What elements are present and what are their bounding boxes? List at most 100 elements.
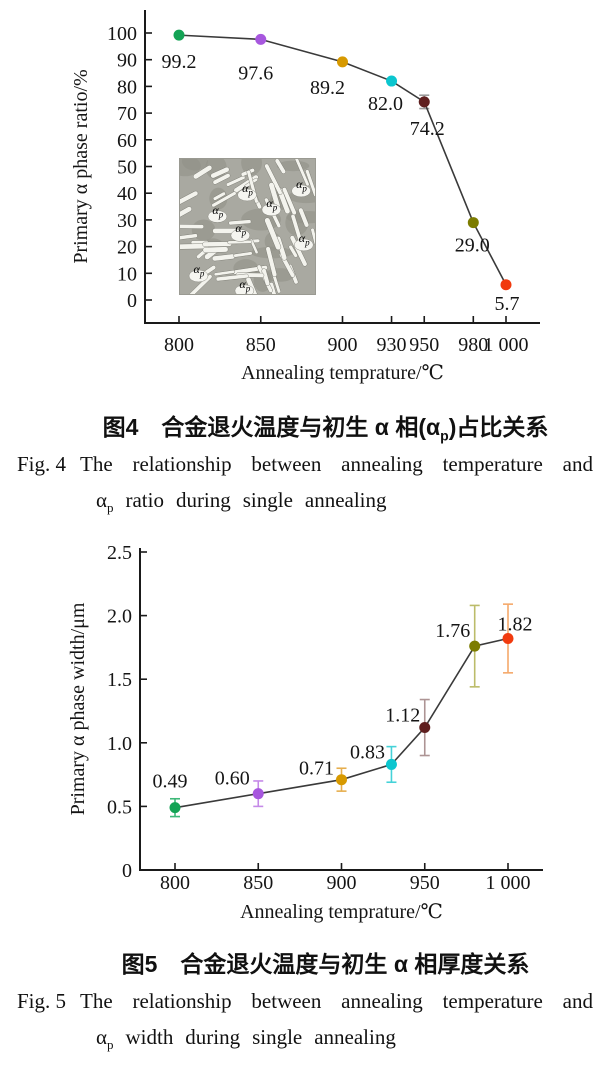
alpha-lath xyxy=(261,268,270,286)
data-point xyxy=(418,96,430,108)
alpha-p-label: αp xyxy=(193,261,205,279)
alpha-lath xyxy=(180,206,192,219)
alpha-p-grain xyxy=(188,269,209,283)
axis-lines xyxy=(139,548,543,871)
fig5-plot-area: 0 0.5 1.0 1.5 2.0 2.5 800 850 900 950 1 000 Anneali… xyxy=(67,542,543,923)
alpha-p-grain xyxy=(207,210,228,223)
alpha-lath xyxy=(180,233,198,241)
data-value-label: 0.83 xyxy=(350,741,385,763)
fig4-caption-en-line2: αp ratio during single annealing xyxy=(96,488,387,520)
fig4-caption-zh-text: 图4 合金退火温度与初生 α 相(α xyxy=(102,414,441,440)
y-tick-label: 0 xyxy=(127,290,137,312)
alpha-lath xyxy=(202,241,232,247)
data-value-label: 82.0 xyxy=(368,93,403,115)
fig5-caption-en-line2: αp width during single annealing xyxy=(96,1025,396,1057)
x-tick-label: 980 xyxy=(458,334,488,356)
data-point xyxy=(467,217,479,229)
axis-lines xyxy=(144,10,540,324)
alpha-p-label: αp xyxy=(235,221,247,238)
y-tick-label: 1.5 xyxy=(107,669,132,691)
micrograph-dark-patch xyxy=(181,159,209,171)
alpha-lath xyxy=(298,207,310,228)
data-value-label: 1.12 xyxy=(385,705,420,727)
alpha-p-label: αp xyxy=(212,202,224,219)
fig5-caption-en-line1: Fig. 5 The relationship between annealin… xyxy=(17,989,593,1013)
data-value-label: 89.2 xyxy=(310,77,345,99)
data-value-label: 1.82 xyxy=(498,613,533,635)
alpha-p-label: αp xyxy=(242,180,253,198)
x-tick-label: 850 xyxy=(243,872,273,894)
data-point xyxy=(385,758,397,770)
data-value-label: 99.2 xyxy=(162,51,197,73)
alpha-lath xyxy=(180,224,204,229)
alpha-p-label: αp xyxy=(296,176,307,194)
alpha-lath xyxy=(210,166,230,179)
alpha-lath xyxy=(215,273,249,282)
x-tick-label: 900 xyxy=(327,872,357,894)
data-point xyxy=(255,33,267,45)
fig5-number-label: Fig. 5 xyxy=(17,989,67,1013)
alpha-symbol: α xyxy=(96,488,108,512)
alpha-lath xyxy=(211,191,237,208)
fig4-number-label: Fig. 4 xyxy=(17,452,67,476)
data-value-label: 0.60 xyxy=(215,768,250,790)
data-value-label: 97.6 xyxy=(238,62,273,84)
fig4-plot-area: 0 10 20 30 40 50 60 70 80 90 100 800 850 900 930 950 980… xyxy=(70,10,540,384)
x-tick-label: 900 xyxy=(328,334,358,356)
alpha-lath xyxy=(264,163,283,196)
alpha-p-grain xyxy=(234,284,255,294)
fig4-inset-micrograph: αp αp αp αp αp αp αp αp xyxy=(179,158,316,295)
fig4-caption-zh-text2: )占比关系 xyxy=(448,414,549,440)
alpha-subscript: p xyxy=(107,500,114,516)
alpha-lath xyxy=(212,191,226,201)
x-tick-label: 950 xyxy=(409,334,439,356)
data-point xyxy=(386,75,398,87)
data-point xyxy=(336,774,347,786)
x-tick-label: 950 xyxy=(410,872,440,894)
y-tick-label: 2.0 xyxy=(107,606,132,628)
y-tick-label: 50 xyxy=(117,157,137,179)
alpha-lath xyxy=(288,244,298,258)
alpha-lath xyxy=(274,159,286,174)
data-value-label: 29.0 xyxy=(455,235,490,257)
alpha-lath xyxy=(310,228,315,245)
y-tick-label: 70 xyxy=(117,103,137,125)
alpha-lath xyxy=(294,159,310,187)
fig5-caption-zh-text: 图5 合金退火温度与初生 α 相厚度关系 xyxy=(121,951,530,977)
fig5-caption-en-text: The relationship between annealing tempe… xyxy=(80,989,593,1013)
x-tick-label: 1 000 xyxy=(486,872,531,894)
alpha-lath xyxy=(212,173,231,185)
fig4-caption-zh-sub: p xyxy=(440,427,449,444)
data-value-label: 1.76 xyxy=(435,620,470,642)
fig4-caption-en-text: The relationship between annealing tempe… xyxy=(80,452,593,476)
fig5-caption-en-rest: width during single annealing xyxy=(113,1025,396,1049)
fig4-caption-en-rest: ratio during single annealing xyxy=(113,488,387,512)
data-value-label: 5.7 xyxy=(495,293,520,315)
alpha-symbol: α xyxy=(96,1025,108,1049)
fig5-caption-zh: 图5 合金退火温度与初生 α 相厚度关系 xyxy=(20,951,611,986)
data-point xyxy=(469,640,481,652)
data-point xyxy=(252,788,264,800)
data-point xyxy=(419,722,431,734)
y-axis-title: Primary α phase width/μm xyxy=(67,602,89,815)
fig5-line-chart: 0 0.5 1.0 1.5 2.0 2.5 800 850 900 950 1 000 Anneali… xyxy=(67,542,543,923)
y-tick-label: 90 xyxy=(117,50,137,72)
micrograph-texture xyxy=(180,159,315,294)
alpha-lath xyxy=(305,169,315,197)
y-tick-label: 0 xyxy=(122,860,132,882)
data-point xyxy=(169,802,181,814)
alpha-p-grain xyxy=(261,203,282,216)
data-value-label: 0.49 xyxy=(153,771,188,793)
y-tick-label: 80 xyxy=(117,76,137,98)
alpha-lath xyxy=(265,246,278,278)
y-tick-label: 20 xyxy=(117,237,137,259)
y-tick-label: 2.5 xyxy=(107,542,132,564)
x-tick-label: 930 xyxy=(377,334,407,356)
fig4-line-chart: 0 10 20 30 40 50 60 70 80 90 100 800 850 900 930 950 980… xyxy=(70,10,540,384)
alpha-lath xyxy=(202,246,229,254)
data-value-label: 0.71 xyxy=(299,758,334,780)
alpha-p-grain xyxy=(230,229,251,242)
fig4-caption-zh: 图4 合金退火温度与初生 α 相(αp)占比关系 xyxy=(20,414,611,449)
alpha-lath xyxy=(226,175,246,187)
